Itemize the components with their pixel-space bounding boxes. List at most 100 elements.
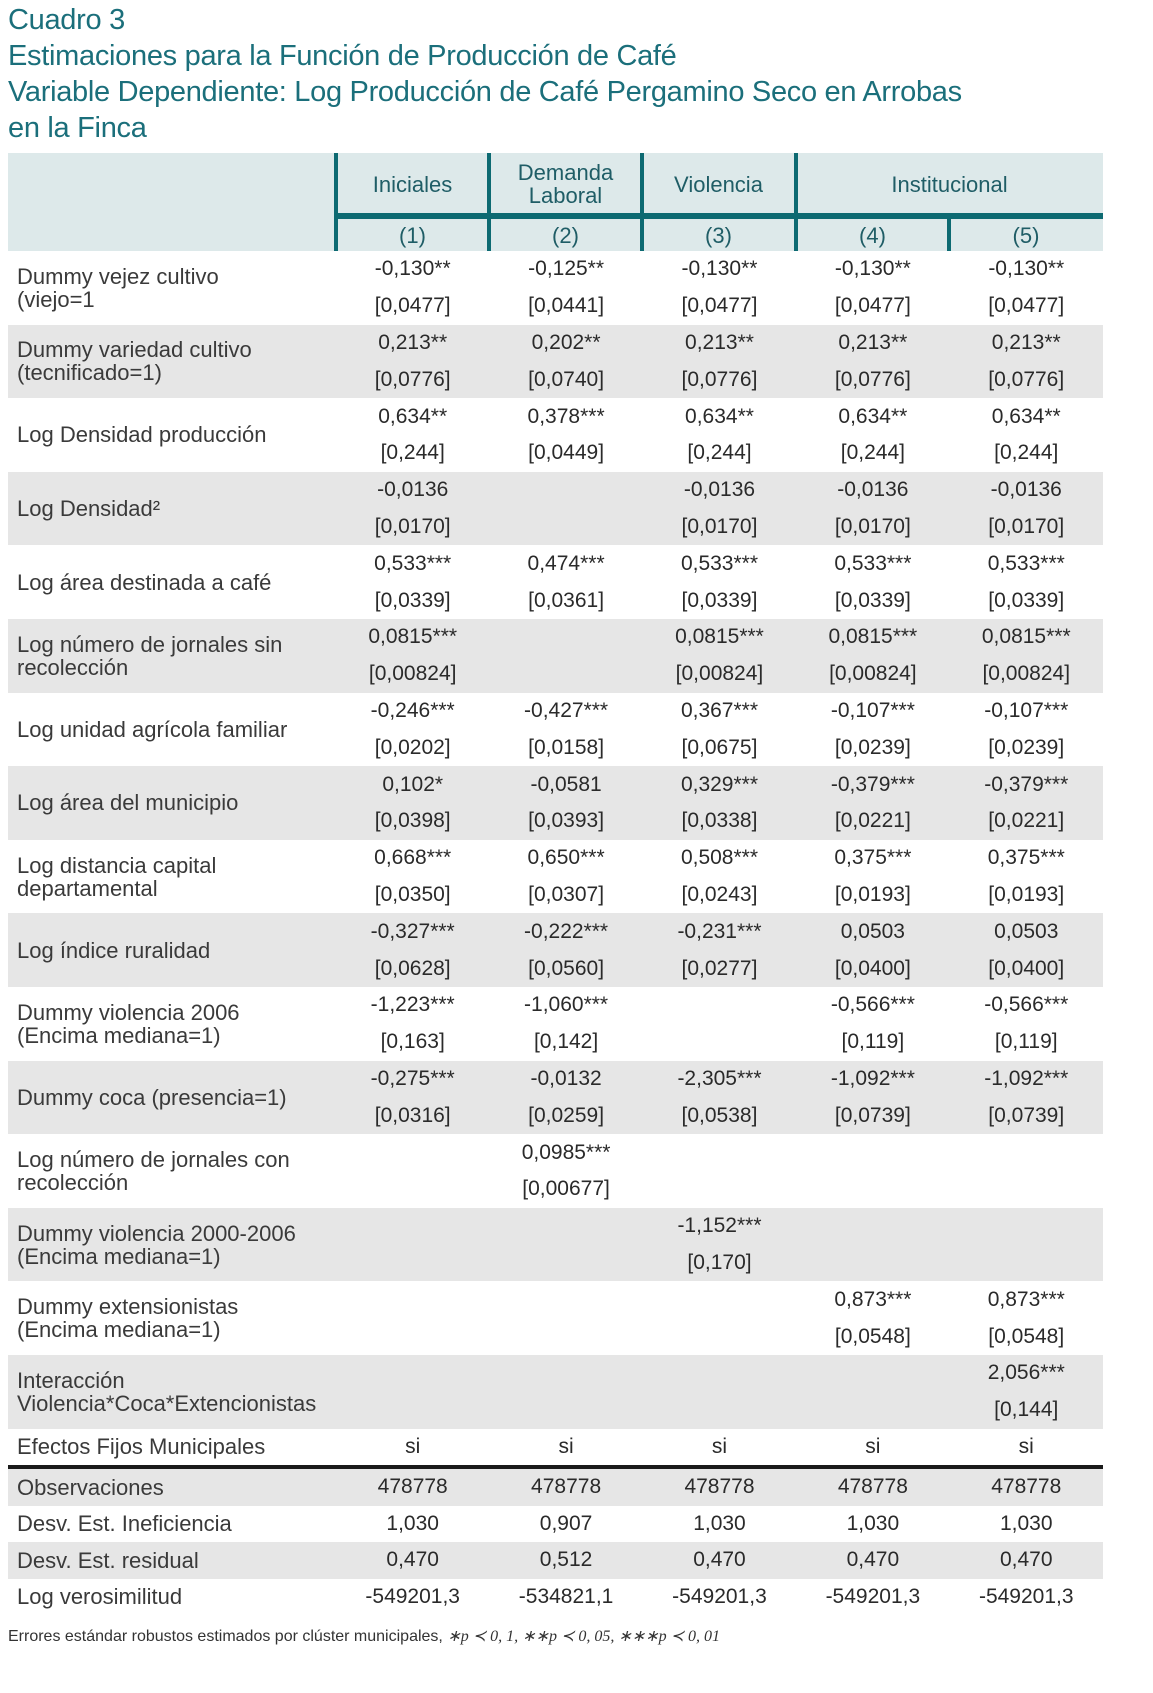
coefficient: 0,634** (838, 404, 908, 428)
model-2: (2) (552, 222, 579, 248)
standard-error: [0,0339] (988, 588, 1065, 612)
cell: si (558, 1434, 574, 1458)
standard-error: [0,0339] (374, 588, 451, 612)
coefficient: 0,213** (991, 330, 1061, 354)
caption-dependent-variable: Variable Dependiente: Log Producción de … (8, 76, 962, 108)
cell: 0,213** [0,0776] (643, 325, 796, 399)
row-label-line: (Encima mediana=1) (17, 1317, 221, 1343)
table-row: Interacción Violencia*Coca*Extencionistas… (8, 1354, 1103, 1429)
coefficient: 0,213** (838, 330, 908, 354)
cell: -0,107*** [0,0239] (796, 693, 949, 767)
coefficient: 0,873*** (834, 1287, 912, 1311)
cell: 0,533*** [0,0339] (643, 545, 796, 619)
cell: 0,508*** [0,0243] (643, 840, 796, 914)
cell (489, 472, 642, 546)
standard-error: [0,00824] (675, 662, 764, 686)
standard-error: [0,0739] (988, 1103, 1065, 1127)
table-row: Dummy vejez cultivo (viejo=1 -0,130** [0,04… (8, 251, 1103, 325)
cell: 0,213** [0,0776] (950, 325, 1103, 399)
row-label-line: (viejo=1 (17, 286, 95, 312)
row-label: Log número de jornales con recolección (8, 1134, 336, 1208)
row-label: Log número de jornales sin recolección (8, 619, 336, 693)
header-divider (487, 153, 491, 251)
coefficient: 0,668*** (374, 846, 452, 870)
row-label-line: Dummy coca (presencia=1) (17, 1084, 287, 1110)
row-label-line: Dummy violencia 2000-2006 (17, 1220, 296, 1246)
table-row: Log número de jornales sin recolección 0,0… (8, 618, 1103, 693)
row-label-line: Log número de jornales sin (17, 631, 283, 657)
coefficient: -0,130** (374, 257, 451, 281)
stats-row: Observaciones 478778 478778 478778 478778 478… (8, 1469, 1103, 1506)
row-label-line: (Encima mediana=1) (17, 1022, 221, 1048)
cell: -1,223*** [0,163] (336, 987, 489, 1061)
cell: si (1018, 1434, 1034, 1458)
coefficient: 0,213** (378, 330, 448, 354)
cell: 0,470 (846, 1548, 900, 1572)
coefficient: 0,0503 (994, 919, 1059, 943)
row-label: Dummy extensionistas (Encima mediana=1) (8, 1281, 336, 1355)
cell (950, 1134, 1103, 1208)
standard-error: [0,0307] (528, 882, 605, 906)
row-label: Log distancia capital departamental (8, 840, 336, 914)
table-row: Log Densidad producción 0,634** [0,244] 0,3… (8, 398, 1103, 472)
group-demanda-laboral: Demanda Laboral (517, 160, 614, 208)
standard-error: [0,0193] (988, 882, 1065, 906)
cell: 1,030 (846, 1511, 900, 1535)
cell: -1,152*** [0,170] (643, 1208, 796, 1282)
row-label: Log verosimilitud (17, 1584, 183, 1610)
standard-error: [0,0170] (988, 514, 1065, 538)
cell (643, 1355, 796, 1429)
fixed-effects-row: Efectos Fijos Municipales si si si si si (8, 1429, 1103, 1466)
row-label: Log área del municipio (8, 766, 336, 840)
cell: 0,213** [0,0776] (336, 325, 489, 399)
coefficient: -0,327*** (370, 919, 455, 943)
cell: -549201,3 (672, 1584, 767, 1608)
row-label: Efectos Fijos Municipales (17, 1434, 266, 1460)
coefficient: -1,092*** (830, 1066, 915, 1090)
coefficient: -0,427*** (524, 698, 609, 722)
cell: 0,668*** [0,0350] (336, 840, 489, 914)
standard-error: [0,163] (380, 1030, 445, 1054)
coefficient: -0,107*** (830, 698, 915, 722)
standard-error: [0,00824] (829, 662, 917, 686)
coefficient: 0,375*** (987, 846, 1065, 870)
cell: 0,533*** [0,0339] (950, 545, 1103, 619)
row-label: Dummy vejez cultivo (viejo=1 (8, 251, 336, 325)
standard-error: [0,0339] (834, 588, 911, 612)
row-label-line: Log Densidad producción (17, 422, 267, 448)
cell (796, 1355, 949, 1429)
standard-error: [0,0170] (834, 514, 911, 538)
table-header: Iniciales Demanda Laboral Violencia Inst… (8, 153, 1103, 251)
cell: 478778 (684, 1475, 755, 1499)
coefficient: 0,634** (685, 404, 754, 428)
standard-error: [0,0560] (528, 956, 605, 980)
coefficient: -0,566*** (830, 993, 915, 1017)
table-row: Dummy coca (presencia=1) -0,275*** [0,0316… (8, 1060, 1103, 1135)
coefficient: 0,533*** (680, 551, 759, 575)
coefficient: -0,222*** (524, 919, 609, 943)
cell: -0,0581 [0,0393] (489, 766, 642, 840)
coefficient: -0,0581 (530, 772, 602, 796)
cell: -0,379*** [0,0221] (950, 766, 1103, 840)
footnote: Errores estándar robustos estimados por … (8, 1626, 720, 1646)
table-row: Log unidad agrícola familiar -0,246*** [0,… (8, 693, 1103, 767)
cell: 0,0815*** [0,00824] (643, 619, 796, 693)
table-caption: Cuadro 3 Estimaciones para la Función de… (8, 2, 962, 146)
regression-table: Iniciales Demanda Laboral Violencia Inst… (8, 153, 1103, 1615)
coefficient: -0,0136 (377, 478, 449, 502)
cell: -0,125** [0,0441] (489, 251, 642, 325)
coefficient: 0,367*** (680, 698, 759, 722)
cell: 0,634** [0,244] (950, 398, 1103, 472)
cell: 0,329*** [0,0338] (643, 766, 796, 840)
standard-error: [0,0538] (681, 1103, 758, 1127)
table-row: Dummy violencia 2000-2006 (Encima mediana… (8, 1207, 1103, 1282)
standard-error: [0,0776] (834, 367, 911, 391)
cell: -0,130** [0,0477] (796, 251, 949, 325)
coefficient: -0,130** (681, 257, 758, 281)
coefficient: 0,533*** (987, 551, 1065, 575)
coefficient: 0,329*** (680, 772, 759, 796)
cell: -0,566*** [0,119] (950, 987, 1103, 1061)
cell (796, 1208, 949, 1282)
row-label-line: (Encima mediana=1) (17, 1243, 221, 1269)
standard-error: [0,0350] (374, 882, 451, 906)
